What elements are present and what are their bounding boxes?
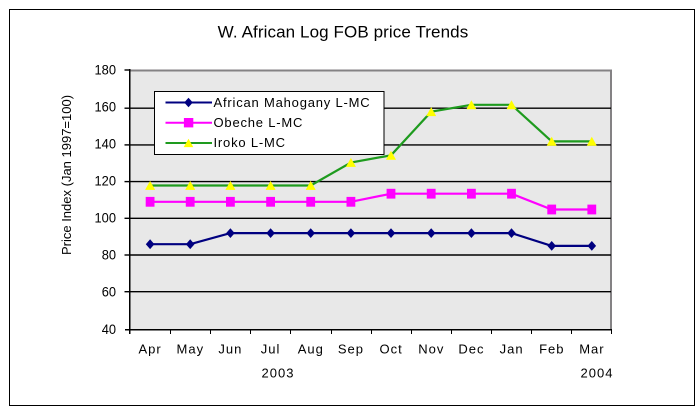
svg-text:40: 40 xyxy=(102,321,116,337)
svg-text:Dec: Dec xyxy=(458,342,484,357)
svg-text:2004: 2004 xyxy=(581,366,614,381)
svg-text:Jul: Jul xyxy=(261,342,281,357)
svg-text:Jun: Jun xyxy=(218,342,242,357)
svg-text:180: 180 xyxy=(95,62,117,78)
svg-text:60: 60 xyxy=(102,284,116,300)
svg-text:Oct: Oct xyxy=(379,342,402,357)
svg-text:African Mahogany L-MC: African Mahogany L-MC xyxy=(214,95,371,110)
svg-text:Sep: Sep xyxy=(338,342,364,357)
svg-text:Price Index (Jan 1997=100): Price Index (Jan 1997=100) xyxy=(59,95,74,255)
svg-text:2003: 2003 xyxy=(262,366,295,381)
svg-text:May: May xyxy=(177,342,205,357)
svg-text:120: 120 xyxy=(95,173,117,189)
svg-text:80: 80 xyxy=(102,247,116,263)
svg-text:Obeche L-MC: Obeche L-MC xyxy=(214,115,304,130)
svg-text:Nov: Nov xyxy=(418,342,444,357)
svg-text:Aug: Aug xyxy=(298,342,324,357)
svg-text:Jan: Jan xyxy=(500,342,524,357)
svg-text:Iroko L-MC: Iroko L-MC xyxy=(214,135,286,150)
svg-text:140: 140 xyxy=(95,136,117,152)
svg-text:100: 100 xyxy=(95,210,117,226)
svg-text:Mar: Mar xyxy=(579,342,604,357)
svg-text:W. African Log FOB price Trend: W. African Log FOB price Trends xyxy=(218,23,469,42)
svg-text:160: 160 xyxy=(95,99,117,115)
svg-text:Feb: Feb xyxy=(539,342,564,357)
svg-text:Apr: Apr xyxy=(138,342,161,357)
